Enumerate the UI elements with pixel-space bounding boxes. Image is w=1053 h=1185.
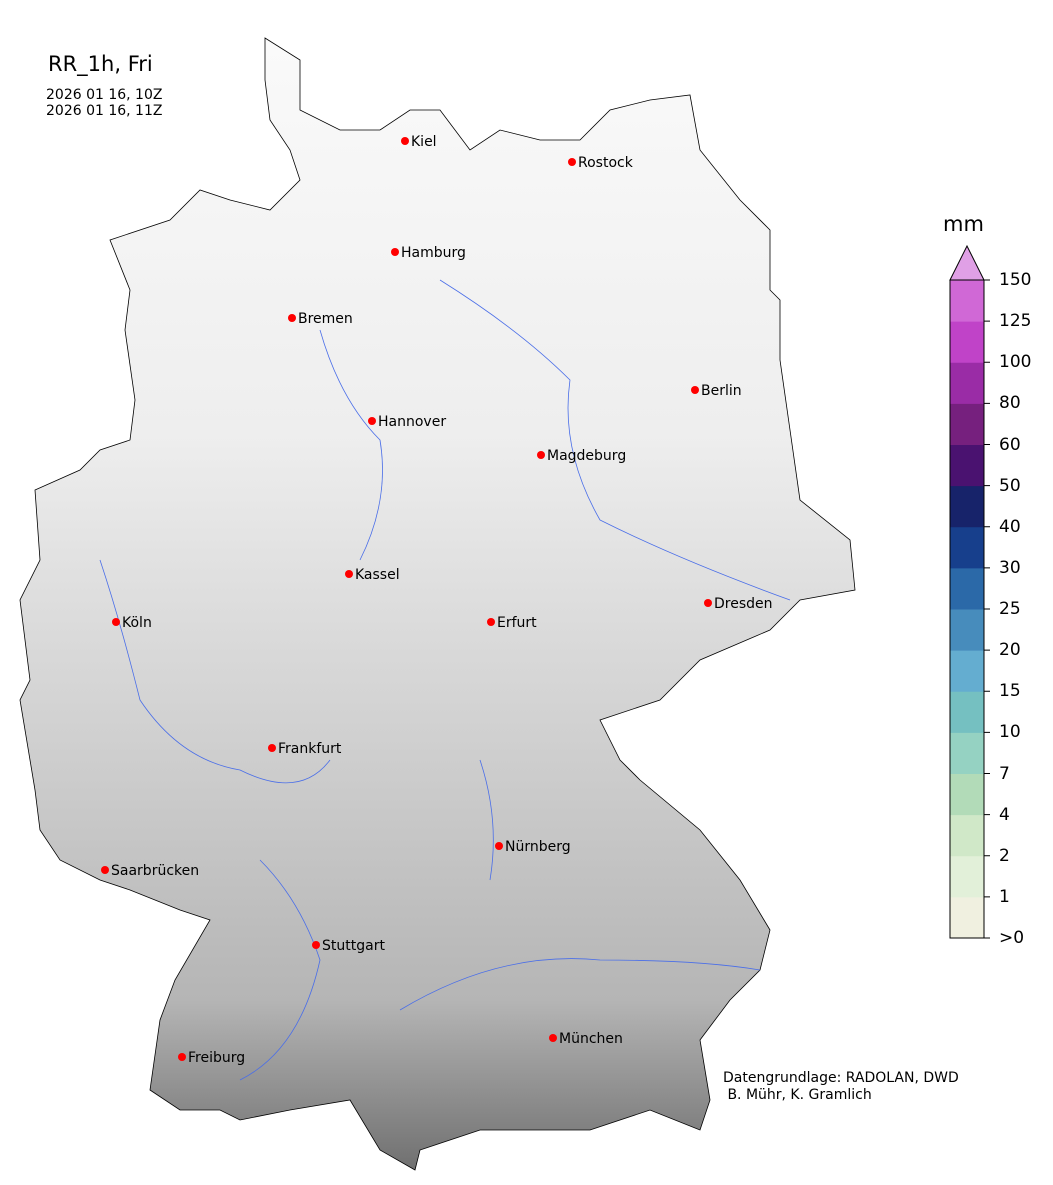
colorbar-segment — [950, 855, 984, 898]
city-erfurt: Erfurt — [487, 615, 537, 631]
colorbar-segment — [950, 321, 984, 363]
colorbar-segment — [950, 403, 984, 445]
colorbar-tick-label: 2 — [999, 845, 1010, 866]
colorbar-tick-label: 1 — [999, 886, 1010, 907]
city-marker — [178, 1053, 186, 1061]
city-bremen: Bremen — [288, 311, 353, 327]
city-hamburg: Hamburg — [391, 245, 466, 261]
colorbar-segment — [950, 814, 984, 857]
city-label: Hannover — [378, 414, 446, 430]
colorbar-tick-label: 7 — [999, 763, 1010, 784]
city-marker — [112, 618, 120, 626]
city-marker — [312, 941, 320, 949]
colorbar-segment — [950, 732, 984, 774]
colorbar-segment — [950, 609, 984, 651]
city-label: Stuttgart — [322, 938, 385, 954]
colorbar-segment — [950, 526, 984, 569]
city-marker — [537, 451, 545, 459]
colorbar-segment — [950, 650, 984, 692]
city-label: Bremen — [298, 311, 353, 327]
colorbar-segment — [950, 691, 984, 733]
colorbar-segment — [950, 773, 984, 816]
city-label: Frankfurt — [278, 741, 342, 757]
colorbar-tick-label: >0 — [999, 928, 1025, 948]
city-marker — [268, 744, 276, 752]
city-marker — [495, 842, 503, 850]
colorbar — [949, 244, 990, 939]
colorbar-tick-label: 80 — [999, 393, 1021, 414]
city-markers: Kiel Rostock Hamburg Bremen Berlin Hannover Ma… — [101, 134, 773, 1066]
city-label: Kassel — [355, 567, 400, 583]
city-rostock: Rostock — [568, 155, 634, 171]
city-berlin: Berlin — [691, 383, 742, 399]
colorbar-tick-label: 40 — [999, 516, 1021, 537]
city-magdeburg: Magdeburg — [537, 448, 626, 464]
city-kiel: Kiel — [401, 134, 437, 150]
city-label: Dresden — [714, 596, 773, 612]
time-end: 2026 01 16, 11Z — [46, 103, 163, 119]
city-label: Saarbrücken — [111, 863, 199, 879]
city-köln: Köln — [112, 615, 152, 631]
colorbar-segment — [950, 280, 984, 322]
colorbar-segment — [950, 485, 984, 528]
colorbar-tick-label: 125 — [999, 311, 1032, 332]
city-label: Erfurt — [497, 615, 537, 631]
colorbar-tick-label: 20 — [999, 640, 1021, 661]
data-credit: Datengrundlage: RADOLAN, DWD B. Mühr, K.… — [723, 1070, 959, 1103]
city-freiburg: Freiburg — [178, 1050, 245, 1066]
city-marker — [368, 417, 376, 425]
city-marker — [568, 158, 576, 166]
time-start: 2026 01 16, 10Z — [46, 87, 163, 103]
city-münchen: München — [549, 1031, 623, 1047]
colorbar-tick-label: 10 — [999, 722, 1021, 743]
city-marker — [101, 866, 109, 874]
colorbar-tick-label: 100 — [999, 352, 1032, 373]
city-nürnberg: Nürnberg — [495, 839, 571, 855]
city-hannover: Hannover — [368, 414, 446, 430]
city-stuttgart: Stuttgart — [312, 938, 385, 954]
rivers — [99, 279, 791, 1081]
city-kassel: Kassel — [345, 567, 400, 583]
city-label: München — [559, 1031, 623, 1047]
colorbar-unit: mm — [943, 212, 984, 236]
city-label: Berlin — [701, 383, 742, 399]
city-label: Köln — [122, 615, 152, 631]
city-label: Freiburg — [188, 1050, 245, 1066]
city-label: Nürnberg — [505, 839, 571, 855]
map-title: RR_1h, Fri — [48, 52, 153, 76]
city-label: Rostock — [578, 155, 634, 171]
city-marker — [345, 570, 353, 578]
city-frankfurt: Frankfurt — [268, 741, 342, 757]
colorbar-segment — [950, 444, 984, 487]
city-label: Hamburg — [401, 245, 466, 261]
city-dresden: Dresden — [704, 596, 773, 612]
colorbar-segment — [950, 362, 984, 404]
city-saarbrücken: Saarbrücken — [101, 863, 199, 879]
city-marker — [704, 599, 712, 607]
city-marker — [401, 137, 409, 145]
colorbar-tick-label: 15 — [999, 681, 1021, 702]
city-marker — [691, 386, 699, 394]
colorbar-tick-label: 150 — [999, 270, 1032, 290]
city-marker — [487, 618, 495, 626]
city-marker — [549, 1034, 557, 1042]
germany-outline — [19, 37, 856, 1171]
colorbar-segment — [950, 896, 984, 939]
colorbar-tick-label: 25 — [999, 599, 1021, 619]
colorbar-tick-label: 60 — [999, 434, 1021, 455]
colorbar-tick-label: 4 — [999, 804, 1010, 825]
city-label: Magdeburg — [547, 448, 626, 464]
city-marker — [391, 248, 399, 256]
city-label: Kiel — [411, 134, 437, 150]
city-marker — [288, 314, 296, 322]
colorbar-extend-arrow — [949, 244, 985, 281]
colorbar-segment — [950, 567, 984, 610]
colorbar-tick-label: 50 — [999, 475, 1021, 496]
colorbar-tick-label: 30 — [999, 557, 1021, 578]
